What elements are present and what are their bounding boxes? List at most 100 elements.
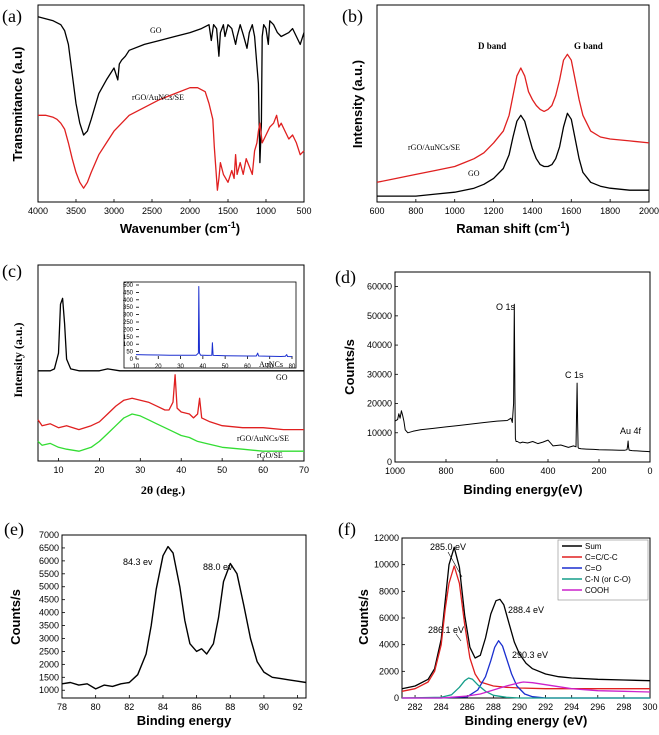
series-line-c-rgo-se [37,413,304,452]
x-tick-label-f: 300 [642,702,657,712]
x-tick-label-e: 88 [225,702,235,712]
y-axis-label-d: Counts/s [342,339,357,395]
inset-c: 10 20 30 40 50 60 70 80 05010015020025030035040… [123,281,297,370]
x-tick-label-f: 286 [460,702,475,712]
x-tick-label-b: 1600 [561,206,581,216]
series-c [37,297,304,452]
series-line-f-sum [401,546,651,690]
x-ticks-a: 4000 3500 3000 2500 2000 1500 1000 500 [28,199,312,216]
y-tick-label-c-inset: 200 [123,327,134,333]
y-tick-label-c-inset: 150 [123,335,134,341]
series-label-go-a: GO [150,26,162,35]
annotation-288-4: 288.4 eV [508,605,544,615]
y-tick-label-e: 3000 [39,633,59,643]
x-tick-label-e: 92 [293,702,303,712]
inset-series [135,286,293,358]
x-tick-label-c-inset: 70 [266,364,273,370]
x-tick-label-b: 1000 [445,206,465,216]
inset-frame [123,281,297,369]
series-label-go-c: GO [276,373,288,382]
series-line-d-survey [394,303,651,453]
annotation-88-0: 88.0 ev [203,562,233,572]
x-tick-label-b: 2000 [639,206,659,216]
panel-label-b: (b) [342,6,363,27]
y-tick-label-e: 6000 [39,556,59,566]
x-tick-label-c: 70 [299,465,309,475]
y-tick-label-f: 0 [394,693,399,703]
x-tick-label-f: 284 [434,702,449,712]
series-f [401,546,651,699]
series-label-aunc: AuNCs [259,360,283,369]
panel-b: (b) 600 800 1000 1200 1400 1600 1800 2000 D ban… [342,4,659,236]
series-line-b-rgo-auncs-se [376,53,650,183]
plot-frame-a [37,4,305,203]
x-tick-label-e: 84 [158,702,168,712]
x-tick-label-f: 288 [486,702,501,712]
panel-label-e: (e) [4,519,24,540]
annotation-286-1: 286.1 eV [428,625,464,635]
x-tick-label-c: 40 [176,465,186,475]
plot-frame-b [376,4,650,203]
y-tick-label-e: 1000 [39,685,59,695]
y-tick-label-e: 2500 [39,646,59,656]
y-tick-label-d: 10000 [367,428,392,438]
x-tick-label-a: 4000 [28,206,48,216]
series-line-a-go [37,16,305,164]
series-line-e-au-4f [61,545,307,690]
x-tick-label-e: 80 [91,702,101,712]
panel-label-a: (a) [2,6,22,27]
annotation-leader-285 [447,551,463,578]
panel-c: (c) 10 20 30 40 50 60 70 10 20 30 40 50 60 70 80 0501… [2,261,309,497]
series-line-c-inset-auncs [135,286,293,358]
series-line-a-rgo-auncs-se [38,87,305,191]
x-tick-label-c: 50 [217,465,227,475]
x-tick-label-d: 1000 [385,466,405,476]
y-tick-label-e: 7000 [39,530,59,540]
y-tick-label-f: 12000 [374,533,399,543]
y-tick-label-e: 4500 [39,595,59,605]
x-tick-label-c: 20 [94,465,104,475]
x-tick-label-a: 3000 [104,206,124,216]
x-axis-label-b: Raman shift (cm-1) [456,220,570,236]
x-tick-label-a: 3500 [66,206,86,216]
series-a [37,16,305,191]
y-tick-label-f: 8000 [379,586,399,596]
panel-f: (f) 282 284 286 288 290 292 294 296 298 300 0 2000… [338,519,658,728]
y-tick-label-c-inset: 450 [123,290,134,296]
plot-frame-c [37,264,305,462]
x-tick-label-c: 10 [53,465,63,475]
panel-label-d: (d) [335,267,356,288]
y-tick-label-c-inset: 0 [130,357,134,363]
x-tick-label-c-inset: 60 [244,364,251,370]
series-line-f-c-c-c-c [401,565,650,692]
x-tick-label-c-inset: 50 [222,364,229,370]
series-label-rgo-aunc-c: rGO/AuNCs/SE [237,434,289,443]
y-tick-label-e: 3500 [39,621,59,631]
annotation-g-band: G band [574,41,603,51]
y-axis-label-f: Counts/s [356,589,371,645]
x-tick-label-d: 600 [489,466,504,476]
x-axis-label-c: 2θ (deg.) [141,483,185,497]
x-tick-label-f: 296 [590,702,605,712]
series-line-f-cooh [402,681,651,699]
x-tick-label-f: 290 [512,702,527,712]
series-label-go-b: GO [468,169,480,178]
y-tick-label-e: 5500 [39,569,59,579]
y-tick-label-e: 5000 [39,582,59,592]
plot-frame-d [394,271,651,463]
y-tick-label-c-inset: 250 [123,320,134,326]
y-tick-label-f: 2000 [379,666,399,676]
y-tick-label-f: 6000 [379,613,399,623]
x-tick-label-c-inset: 20 [155,364,162,370]
panel-label-c: (c) [2,261,22,282]
x-tick-label-a: 2000 [180,206,200,216]
series-b [376,53,650,197]
x-tick-label-d: 200 [591,466,606,476]
annotation-290-3: 290.3 eV [512,650,548,660]
legend-label-c-o: C=O [585,564,602,573]
panel-label-f: (f) [338,519,356,540]
series-line-c-rgo-auncs-se [37,374,304,431]
annotation-o1s: O 1s [496,302,516,312]
